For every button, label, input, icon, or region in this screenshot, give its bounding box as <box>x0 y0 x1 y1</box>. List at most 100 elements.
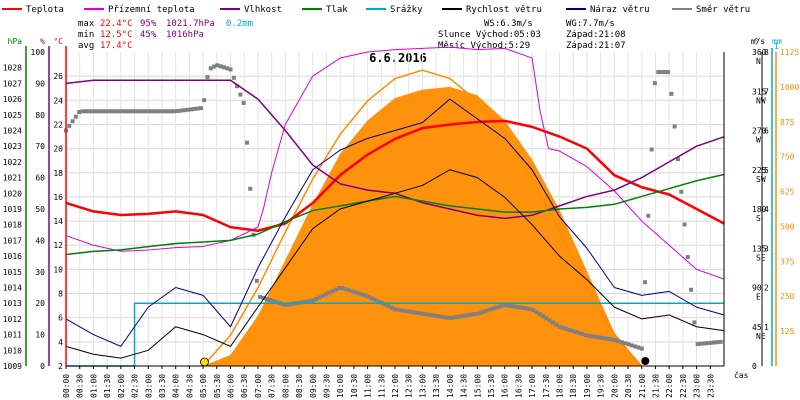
wind-direction-point <box>80 109 85 114</box>
wind-direction-point <box>198 106 203 111</box>
wind-direction-point <box>603 336 608 341</box>
wind-direction-point <box>215 63 220 68</box>
series-rychlost-v-tru <box>65 169 725 359</box>
info-sun: Slunce Východ:05:03 <box>438 30 541 40</box>
wind-direction-point <box>281 302 286 307</box>
wind-direction-point <box>274 300 279 305</box>
x-tick-label-18: 09:00 <box>309 374 318 398</box>
wind-direction-point <box>442 315 447 320</box>
wind-direction-point <box>320 293 325 298</box>
wind-direction-point <box>100 109 105 114</box>
humidity-tick-1: 10 <box>35 331 45 340</box>
legend-label-6: Náraz větru <box>590 5 650 15</box>
x-tick-label-10: 05:00 <box>199 374 208 398</box>
wind-direction-point <box>518 305 523 310</box>
wind-direction-point <box>409 309 414 314</box>
x-tick-label-2: 01:00 <box>89 374 98 398</box>
legend-label-3: Tlak <box>326 5 348 15</box>
wind-direction-point <box>662 70 667 75</box>
x-axis-label: čas <box>734 370 749 380</box>
pressure-tick-16: 1025 <box>3 111 22 120</box>
wind-direction-point <box>142 109 147 114</box>
wind-direction-point <box>300 300 305 305</box>
pressure-tick-15: 1024 <box>3 127 22 136</box>
direction-compass-2: W <box>756 136 761 145</box>
wind-direction-point <box>87 109 92 114</box>
info-moon: Měsíc Východ:5:29 <box>438 41 530 51</box>
wind-direction-point <box>689 287 694 292</box>
wind-direction-point <box>623 341 628 346</box>
temperature-tick-8: 18 <box>53 169 63 178</box>
x-tick-label-31: 15:30 <box>487 374 496 398</box>
series-n-raz-v-tru <box>65 98 725 347</box>
wind-direction-point <box>583 333 588 338</box>
wind-direction-point <box>346 288 351 293</box>
x-tick-label-47: 23:30 <box>706 374 715 398</box>
wind-tick-2: 3 <box>764 244 769 253</box>
wind-direction-point <box>462 313 467 318</box>
wind-direction-point <box>429 313 434 318</box>
wind-direction-point <box>587 333 592 338</box>
wind-direction-point <box>271 299 276 304</box>
wind-direction-point <box>705 341 710 346</box>
wind-direction-point <box>156 109 161 114</box>
wind-direction-point <box>343 287 348 292</box>
wind-direction-point <box>633 344 638 349</box>
x-tick-label-14: 07:00 <box>254 374 263 398</box>
wind-direction-point <box>205 75 210 80</box>
sunset-marker <box>641 357 650 365</box>
wind-direction-point <box>613 338 618 343</box>
humidity-tick-8: 80 <box>35 111 45 120</box>
wind-direction-point <box>455 314 460 319</box>
wind-direction-point <box>468 312 473 317</box>
x-tick-label-38: 19:00 <box>583 374 592 398</box>
pressure-tick-19: 1028 <box>3 64 22 73</box>
direction-compass-5: SE <box>756 253 766 262</box>
wind-direction-point <box>323 292 328 297</box>
wind-direction-point <box>702 341 707 346</box>
wind-direction-point <box>439 314 444 319</box>
temperature-tick-0: 2 <box>58 362 63 371</box>
wind-direction-point <box>715 340 720 345</box>
temperature-tick-10: 22 <box>53 120 63 129</box>
direction-compass-4: S <box>756 214 761 223</box>
x-tick-label-9: 04:30 <box>185 374 194 398</box>
wind-direction-point <box>304 299 309 304</box>
x-tick-label-29: 14:30 <box>460 374 469 398</box>
radiation-tick-2: 375 <box>780 257 795 266</box>
wind-direction-point <box>606 336 611 341</box>
x-tick-label-27: 13:30 <box>432 374 441 398</box>
wind-direction-point <box>675 157 680 162</box>
wind-direction-point <box>435 314 440 319</box>
x-tick-label-45: 22:30 <box>679 374 688 398</box>
wind-direction-point <box>182 108 187 113</box>
wind-direction-point <box>106 109 111 114</box>
wind-direction-point <box>136 109 141 114</box>
wind-tick-0: 1 <box>764 323 769 332</box>
temperature-tick-1: 4 <box>58 338 63 347</box>
wind-direction-point <box>96 109 101 114</box>
direction-axis-label: ° <box>754 37 759 46</box>
x-tick-label-19: 09:30 <box>322 374 331 398</box>
x-tick-label-32: 16:00 <box>501 374 510 398</box>
wind-direction-point <box>712 340 717 345</box>
x-tick-label-4: 02:00 <box>117 374 126 398</box>
direction-tick-7: 45 <box>752 323 762 332</box>
temperature-tick-2: 6 <box>58 314 63 323</box>
wind-direction-point <box>185 107 190 112</box>
wind-direction-point <box>231 75 236 80</box>
wind-direction-point <box>547 318 552 323</box>
wind-tick-7: 8 <box>764 48 769 57</box>
wind-direction-point <box>189 107 194 112</box>
direction-tick-2: 270 <box>752 127 767 136</box>
wind-direction-point <box>172 109 177 114</box>
wind-direction-point <box>376 299 381 304</box>
wind-direction-point <box>218 64 223 69</box>
pressure-tick-8: 1017 <box>3 236 22 245</box>
wind-direction-point <box>202 98 207 103</box>
wind-direction-point <box>221 65 226 70</box>
wind-direction-point <box>494 305 499 310</box>
direction-compass-0: N <box>756 57 761 66</box>
wind-direction-point <box>228 67 233 72</box>
